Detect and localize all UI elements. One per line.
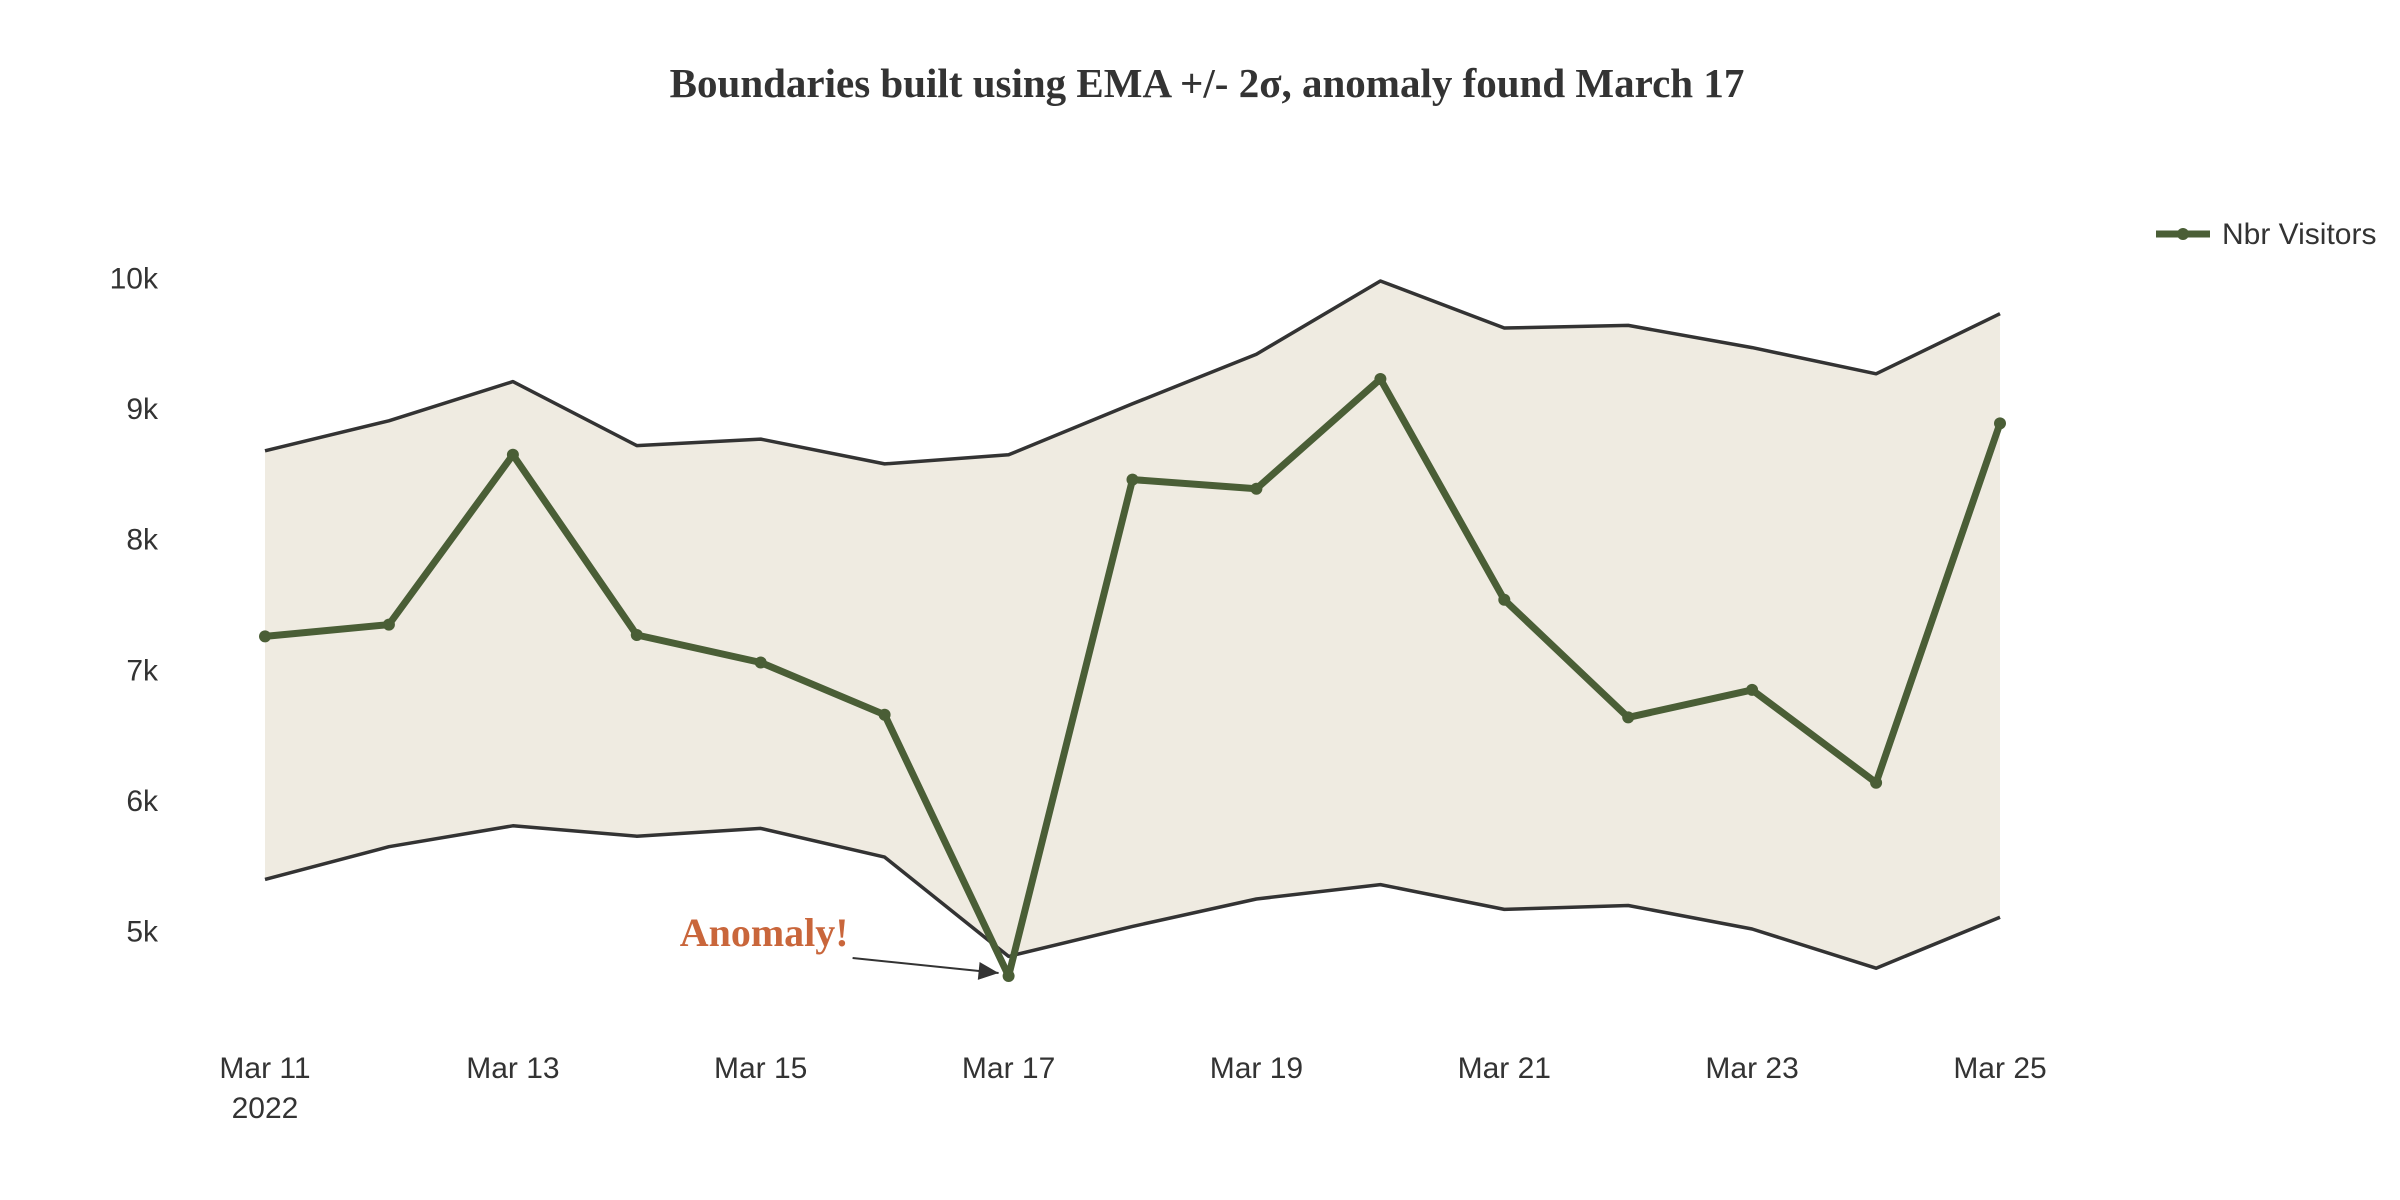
data-point[interactable] <box>630 629 643 641</box>
chart-title: Boundaries built using EMA +/- 2σ, anoma… <box>670 60 1745 106</box>
annotation-arrow-line <box>852 957 999 974</box>
data-point[interactable] <box>382 618 395 631</box>
x-tick-label: Mar 15 <box>714 1052 807 1085</box>
data-point[interactable] <box>1498 593 1511 606</box>
data-point[interactable] <box>506 448 519 461</box>
x-tick-label: Mar 21 <box>1458 1052 1551 1085</box>
data-point[interactable] <box>1994 417 2006 430</box>
x-tick-label: Mar 13 <box>466 1052 559 1085</box>
y-tick-label: 7k <box>126 654 159 687</box>
legend-swatch-marker <box>2177 228 2189 240</box>
x-tick-year-label: 2022 <box>232 1092 299 1125</box>
data-point[interactable] <box>259 630 271 643</box>
data-point[interactable] <box>1126 473 1139 486</box>
data-point[interactable] <box>754 656 767 669</box>
x-axis: Mar 11 2022 Mar 13 Mar 15 Mar 17 Mar 19 Mar 21… <box>219 1052 2046 1125</box>
data-point[interactable] <box>1002 970 1015 982</box>
y-tick-label: 9k <box>126 393 159 426</box>
x-tick-label: Mar 25 <box>1953 1052 2046 1085</box>
data-point[interactable] <box>878 708 891 721</box>
legend-label[interactable]: Nbr Visitors <box>2222 218 2376 251</box>
annotation-layer: Anomaly! <box>680 910 999 980</box>
x-tick-label: Mar 17 <box>962 1052 1055 1085</box>
y-axis: 5k 6k 7k 8k 9k 10k <box>110 262 159 948</box>
data-point[interactable] <box>1374 373 1387 385</box>
lower-bound-line <box>264 824 2001 970</box>
annotation-text: Anomaly! <box>680 910 849 955</box>
series-layer <box>259 373 2006 982</box>
data-point[interactable] <box>1870 776 1883 789</box>
y-tick-label: 6k <box>126 785 159 818</box>
x-tick-label: Mar 23 <box>1705 1052 1798 1085</box>
y-tick-label: 5k <box>126 916 159 949</box>
y-tick-label: 10k <box>110 262 159 295</box>
y-tick-label: 8k <box>126 524 159 557</box>
data-point[interactable] <box>1622 711 1635 724</box>
upper-bound-line <box>264 279 2001 466</box>
x-tick-label: Mar 19 <box>1210 1052 1303 1085</box>
data-point[interactable] <box>1746 683 1759 696</box>
annotation-arrow-head-icon <box>977 962 999 980</box>
band-fill-area <box>265 281 2000 969</box>
band-layer <box>264 279 2001 970</box>
legend[interactable]: Nbr Visitors <box>2156 218 2376 251</box>
x-tick-label: Mar 11 <box>219 1052 310 1085</box>
data-point[interactable] <box>1250 482 1263 495</box>
